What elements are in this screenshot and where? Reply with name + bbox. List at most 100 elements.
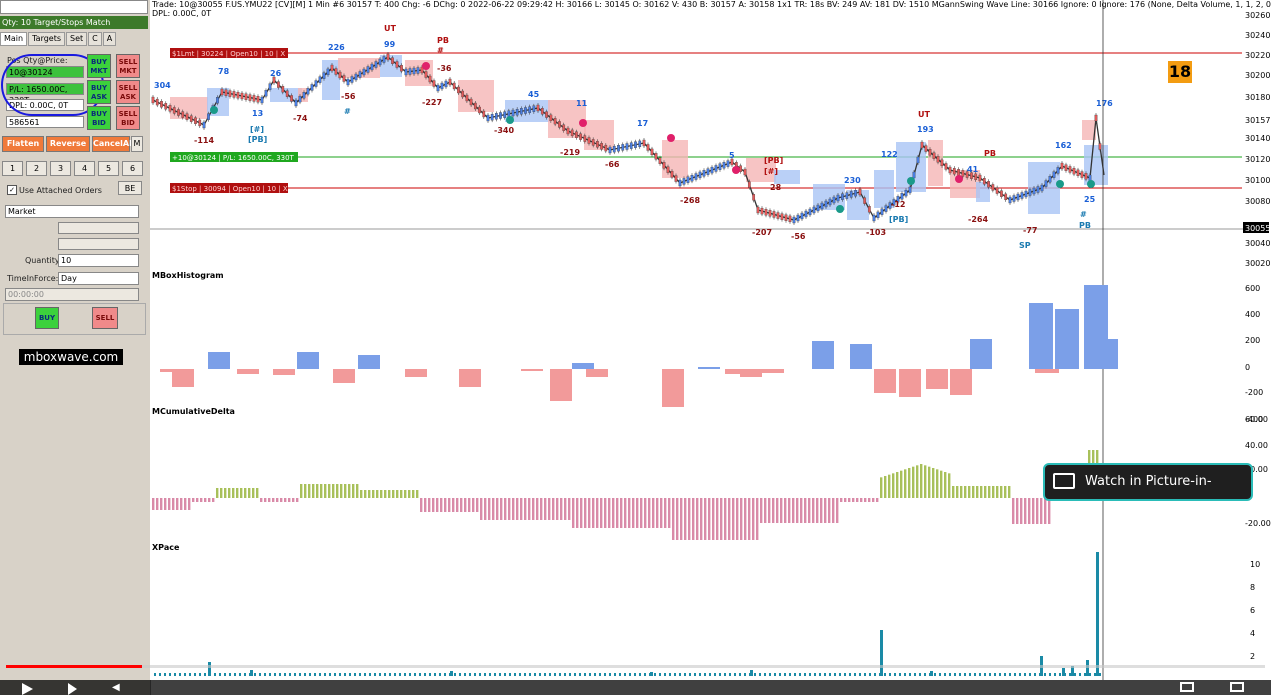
cumdelta-bar-down — [648, 498, 651, 528]
video-progress-track[interactable] — [142, 665, 1265, 668]
cumdelta-bar-down — [704, 498, 707, 540]
tab-main[interactable]: Main — [0, 32, 28, 46]
candle-body — [634, 141, 637, 148]
xpace-bar — [469, 673, 471, 676]
cumdelta-bar-up — [324, 484, 327, 498]
time-input[interactable]: 00:00:00 — [5, 288, 139, 301]
fullscreen-icon[interactable] — [1230, 682, 1244, 692]
cumdelta-bar-down — [652, 498, 655, 528]
xpace-bar — [974, 673, 976, 676]
sell-bid-button[interactable]: SELL BID — [116, 106, 140, 130]
histogram-bar-down — [762, 369, 784, 373]
candle-body — [583, 135, 587, 142]
buy-ask-button[interactable]: BUY ASK — [87, 80, 111, 104]
xpace-bar — [504, 673, 506, 676]
tab-targets[interactable]: Targets — [28, 32, 66, 46]
qty-preset-1[interactable]: 1 — [2, 161, 23, 176]
buy-bid-button[interactable]: BUY BID — [87, 106, 111, 130]
histogram-bar-down — [725, 369, 747, 374]
next-icon[interactable] — [68, 683, 77, 695]
buy-sell-group — [3, 303, 146, 335]
candle-body — [545, 111, 548, 118]
tab-c[interactable]: C — [88, 32, 102, 46]
xpace-bar — [614, 673, 616, 676]
candle-body — [940, 159, 944, 167]
chart-area[interactable]: $1Lmt | 30224 | Open10 | 10 | X +10@30124… — [150, 0, 1271, 680]
order-type-select[interactable]: Market — [5, 205, 139, 218]
xpace-bar — [1079, 673, 1081, 676]
candle-body — [621, 144, 625, 151]
picture-in-picture-button[interactable]: Watch in Picture-in-Picture — [1043, 463, 1253, 523]
cumdelta-bar-up — [300, 484, 303, 498]
bull-wave-box — [380, 55, 402, 77]
cumdelta-bar-down — [264, 498, 267, 502]
cumdelta-bar-up — [416, 490, 419, 498]
xpace-bar — [429, 673, 431, 676]
xpace-bar — [954, 673, 956, 676]
sell-button[interactable]: SELL — [92, 307, 118, 329]
candle-body — [194, 117, 197, 124]
qty-preset-2[interactable]: 2 — [26, 161, 47, 176]
buy-mkt-button[interactable]: BUY MKT — [87, 54, 111, 78]
candle-body — [334, 68, 338, 75]
m-button[interactable]: M — [131, 136, 143, 152]
cumdelta-bar-down — [452, 498, 455, 512]
xpace-bar — [419, 673, 421, 676]
candle-body — [591, 139, 595, 146]
wave-tag: UT — [918, 110, 930, 119]
xpace-bar — [1024, 673, 1026, 676]
qty-preset-6[interactable]: 6 — [122, 161, 143, 176]
price-axis-label: 30080 — [1245, 197, 1270, 206]
play-icon[interactable] — [22, 683, 33, 695]
histogram-bar-down — [333, 369, 355, 383]
price-select-1[interactable] — [58, 222, 139, 234]
cumdelta-bar-down — [296, 498, 299, 502]
cumdelta-bar-down — [748, 498, 751, 540]
candle-body — [310, 84, 314, 91]
sell-mkt-button[interactable]: SELL MKT — [116, 54, 140, 78]
volume-icon[interactable]: ◀ — [112, 682, 120, 693]
cumdelta-bar-down — [492, 498, 495, 520]
xpace-bar — [1049, 673, 1051, 676]
candle-body — [970, 172, 973, 179]
xpace-axis-label: 6 — [1250, 606, 1255, 615]
candle-body — [747, 181, 751, 188]
xpace-bar — [479, 673, 481, 676]
candle-body — [608, 146, 612, 154]
symbol-select[interactable] — [0, 0, 148, 14]
theater-icon[interactable] — [1180, 682, 1194, 692]
candle-body — [1068, 166, 1072, 173]
candle-body — [867, 206, 871, 213]
cumdelta-bar-up — [372, 490, 375, 498]
video-progress-played[interactable] — [6, 665, 142, 668]
candle-body — [1020, 192, 1024, 199]
account-select[interactable]: 586561 — [6, 116, 84, 128]
price-select-2[interactable] — [58, 238, 139, 250]
quantity-input[interactable]: 10 — [58, 254, 139, 267]
xpace-bar — [714, 673, 716, 676]
candle-body — [428, 75, 432, 83]
tab-set[interactable]: Set — [66, 32, 88, 46]
strategy-select[interactable]: Qty: 10 Target/Stops Match — [0, 16, 148, 29]
qty-preset-3[interactable]: 3 — [50, 161, 71, 176]
xpace-bar — [899, 673, 901, 676]
wave-label-up: 99 — [384, 40, 396, 49]
xpace-bar — [969, 673, 971, 676]
reverse-button[interactable]: Reverse — [46, 136, 90, 152]
histogram-bar-up — [970, 339, 992, 369]
cancel-all-button[interactable]: CancelAll — [92, 136, 135, 152]
breakeven-button[interactable]: BE — [118, 181, 142, 195]
tab-a[interactable]: A — [102, 32, 117, 46]
chart-canvas[interactable]: $1Lmt | 30224 | Open10 | 10 | X +10@30124… — [150, 0, 1271, 680]
candle-body — [465, 94, 469, 102]
buy-button[interactable]: BUY — [35, 307, 59, 329]
qty-preset-5[interactable]: 5 — [98, 161, 119, 176]
candle-body — [730, 158, 734, 166]
tif-select[interactable]: Day — [58, 272, 139, 285]
candle-body — [358, 71, 362, 78]
sell-ask-button[interactable]: SELL ASK — [116, 80, 140, 104]
attached-orders-checkbox[interactable]: ✓ — [7, 185, 17, 195]
qty-preset-4[interactable]: 4 — [74, 161, 95, 176]
flatten-button[interactable]: Flatten — [2, 136, 44, 152]
cumdelta-bar-down — [476, 498, 479, 512]
